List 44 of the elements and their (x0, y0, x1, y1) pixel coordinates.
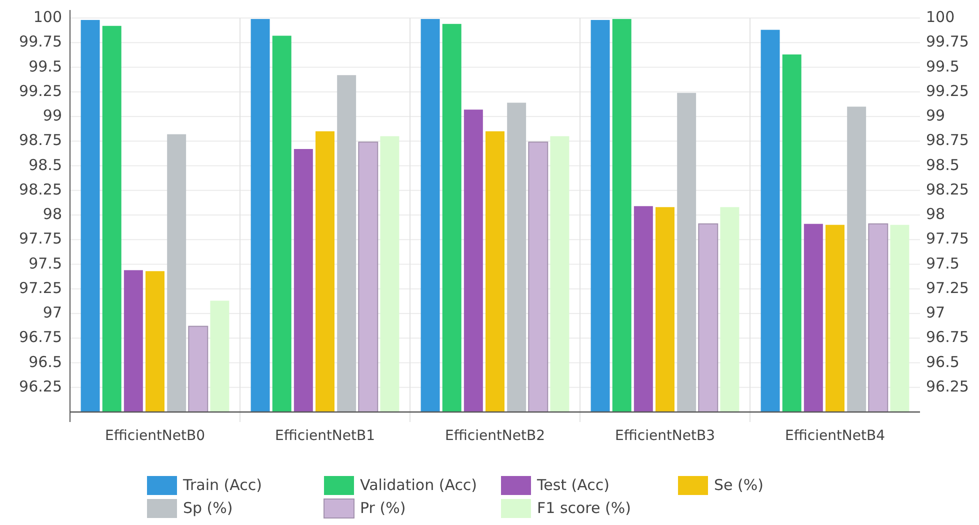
x-tick-label: EfficientNetB2 (444, 428, 546, 444)
legend-label: Test (Acc) (536, 476, 610, 494)
legend-label: Sp (%) (183, 499, 233, 518)
y-tick-label: 98.75 (19, 131, 62, 150)
x-tick-label: EfficientNetB3 (614, 428, 716, 444)
x-tick-label: EfficientNetB0 (104, 428, 206, 444)
y2-tick-label: 98.5 (926, 156, 960, 174)
y2-tick-label: 97.25 (926, 278, 969, 297)
y2-tick-label: 99 (926, 106, 946, 125)
y-tick-label: 96.5 (28, 352, 62, 371)
y-tick-label: 97.25 (19, 278, 62, 297)
y2-tick-label: 99.25 (926, 82, 969, 100)
legend-label: F1 score (%) (537, 499, 631, 518)
y2-tick-label: 96.25 (926, 377, 969, 396)
y-tick-label: 99 (42, 106, 62, 125)
y2-tick-label: 98.25 (926, 180, 969, 198)
y2-tick-label: 96.5 (926, 352, 960, 371)
y-tick-label: 100 (33, 8, 62, 26)
x-tick-label: EfficientNetB1 (274, 428, 376, 444)
y-tick-label: 98 (42, 205, 62, 224)
y-tick-label: 96.25 (19, 377, 62, 396)
y2-tick-label: 98 (926, 205, 946, 224)
y-tick-label: 97.5 (28, 254, 62, 272)
y2-tick-label: 100 (926, 8, 955, 26)
legend-label: Se (%) (714, 476, 764, 494)
x-tick-label: EfficientNetB4 (784, 428, 886, 444)
y-tick-label: 97.75 (19, 230, 62, 248)
y-tick-label: 98.5 (28, 156, 62, 174)
y-tick-label: 96.75 (19, 328, 62, 346)
y2-tick-label: 98.75 (926, 131, 969, 150)
legend-label: Train (Acc) (182, 476, 262, 494)
y-tick-label: 99.25 (19, 82, 62, 100)
y-tick-label: 99.5 (28, 57, 62, 76)
y2-tick-label: 99.75 (926, 32, 969, 51)
y-tick-label: 97 (42, 304, 62, 322)
y-tick-label: 98.25 (19, 180, 62, 198)
legend-label: Validation (Acc) (360, 476, 478, 494)
legend-label: Pr (%) (360, 499, 406, 518)
y2-tick-label: 97.75 (926, 230, 969, 248)
y2-tick-label: 99.5 (926, 57, 960, 76)
y2-tick-label: 96.75 (926, 328, 969, 346)
y2-tick-label: 97.5 (926, 254, 960, 272)
y-tick-label: 99.75 (19, 32, 62, 51)
y2-tick-label: 97 (926, 304, 946, 322)
